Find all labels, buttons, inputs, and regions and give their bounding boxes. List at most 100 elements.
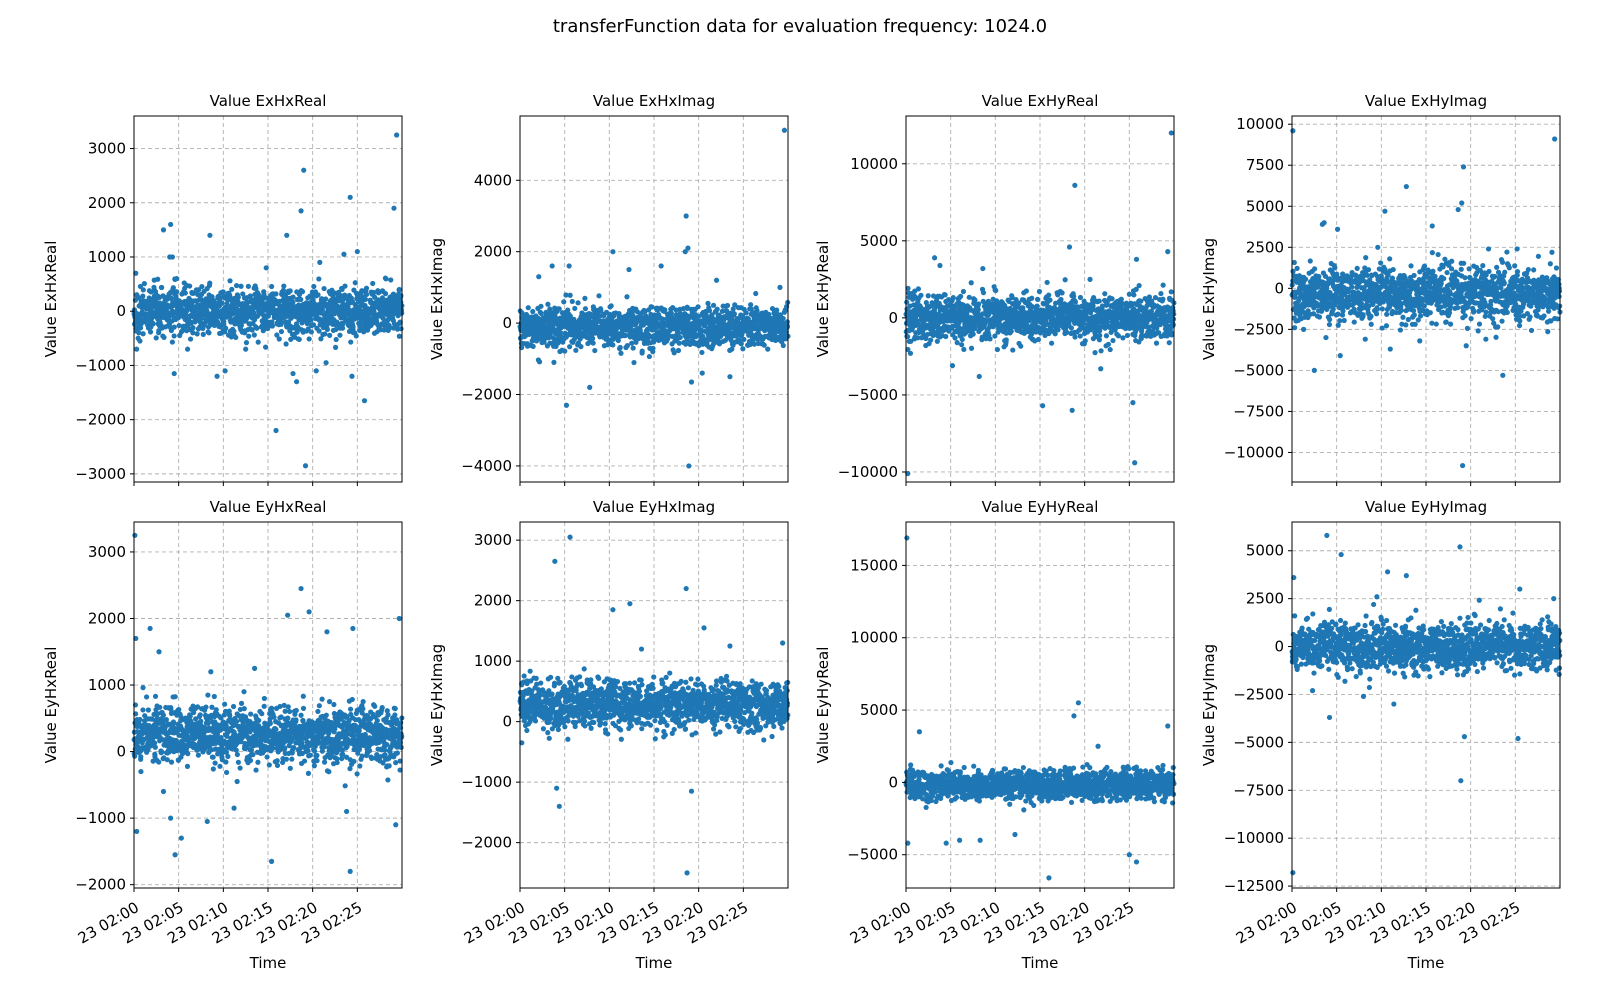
data-point <box>575 300 581 306</box>
data-point <box>578 344 584 350</box>
data-point <box>219 300 225 306</box>
data-point <box>174 276 180 282</box>
data-point <box>315 292 321 298</box>
data-point <box>1400 314 1406 320</box>
data-point <box>161 334 167 341</box>
data-point <box>934 338 940 344</box>
data-point <box>253 285 259 292</box>
data-point <box>780 315 786 322</box>
data-point <box>281 283 287 289</box>
y-tick-label: 4000 <box>474 171 512 189</box>
data-point <box>1102 291 1108 297</box>
data-point <box>530 308 536 315</box>
data-point <box>140 287 146 293</box>
data-point <box>249 327 255 333</box>
data-point <box>1072 334 1078 340</box>
data-point <box>1126 291 1132 297</box>
outlier-point <box>685 245 691 251</box>
data-point <box>363 291 370 298</box>
outlier-point <box>727 374 733 380</box>
data-point <box>171 324 177 330</box>
outlier-point <box>658 263 664 269</box>
data-point <box>966 294 972 300</box>
y-tick-label: −1000 <box>75 356 126 374</box>
data-point <box>346 307 352 313</box>
data-point <box>1365 267 1372 273</box>
outlier-point <box>290 370 296 377</box>
data-point <box>333 326 339 332</box>
data-point <box>254 325 260 331</box>
data-point <box>1374 306 1380 312</box>
data-point <box>1383 323 1390 329</box>
data-point <box>994 346 1001 353</box>
data-point <box>159 284 165 291</box>
data-point <box>146 299 152 306</box>
data-point <box>925 293 931 299</box>
data-point <box>968 345 975 351</box>
data-point <box>147 329 154 335</box>
data-point <box>561 299 567 305</box>
data-point <box>1072 299 1078 305</box>
data-point <box>296 336 302 342</box>
data-point <box>738 341 744 347</box>
data-point <box>190 325 196 331</box>
data-point <box>278 321 284 327</box>
data-point <box>1363 255 1369 261</box>
data-point <box>699 349 705 356</box>
data-point <box>1003 337 1009 343</box>
data-point <box>323 296 329 302</box>
data-point <box>1168 289 1174 295</box>
outlier-point <box>361 398 368 404</box>
data-point <box>1303 276 1309 282</box>
data-point <box>199 283 205 290</box>
data-point <box>377 327 384 333</box>
outlier-point <box>976 373 982 380</box>
data-point <box>276 336 282 342</box>
data-point <box>1335 311 1341 317</box>
outlier-point <box>1044 279 1050 286</box>
data-point <box>784 319 790 325</box>
data-point <box>1373 311 1380 317</box>
data-point <box>204 308 210 314</box>
data-point <box>630 345 636 351</box>
data-point <box>1098 348 1104 354</box>
outlier-point <box>551 359 557 365</box>
data-point <box>283 341 289 347</box>
outlier-point <box>394 132 400 138</box>
data-point <box>1397 327 1404 333</box>
data-point <box>233 334 239 341</box>
data-point <box>170 285 176 291</box>
data-point <box>624 294 630 300</box>
outlier-point <box>243 346 249 352</box>
data-point <box>190 290 196 296</box>
data-point <box>141 281 147 287</box>
data-point <box>1316 273 1322 280</box>
data-point <box>1340 308 1346 314</box>
data-point <box>525 305 531 311</box>
scatter-points <box>131 132 405 469</box>
data-point <box>1018 343 1024 349</box>
data-point <box>140 293 146 299</box>
data-point <box>183 312 189 318</box>
data-point <box>960 288 967 295</box>
data-point <box>714 306 720 312</box>
data-point <box>1160 282 1166 288</box>
y-tick-label: 5000 <box>860 232 898 250</box>
data-point <box>331 311 338 317</box>
outlier-point <box>323 360 329 366</box>
data-point <box>273 291 279 297</box>
data-point <box>1349 284 1355 290</box>
data-point <box>618 350 624 356</box>
data-point <box>1036 288 1043 295</box>
outlier-point <box>349 373 355 379</box>
outlier-point <box>587 384 593 390</box>
outlier-point <box>686 463 692 469</box>
outlier-point <box>1165 249 1171 255</box>
data-point <box>324 326 330 333</box>
data-point <box>569 298 575 305</box>
data-point <box>243 340 250 346</box>
data-point <box>608 303 614 309</box>
data-point <box>1341 317 1347 324</box>
